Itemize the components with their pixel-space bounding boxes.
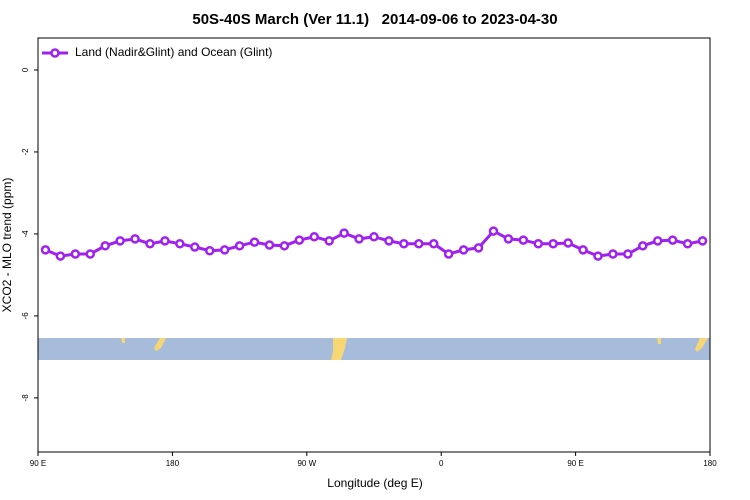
y-axis-label: XCO2 - MLO trend (ppm) (0, 178, 14, 313)
data-point (369, 232, 379, 242)
data-point (294, 235, 305, 245)
data-point (473, 243, 484, 253)
data-point (70, 249, 81, 259)
data-point (443, 249, 454, 259)
land-ocean-strip (38, 338, 710, 360)
y-tick-label: -8 (21, 394, 30, 402)
data-point (608, 249, 618, 259)
ocean-band (38, 338, 710, 360)
data-point (264, 240, 275, 250)
data-point (399, 239, 409, 249)
legend-marker (50, 48, 60, 58)
data-point (309, 232, 320, 242)
data-point (145, 239, 155, 249)
data-point (219, 245, 230, 255)
data-point (115, 236, 125, 246)
data-point (563, 238, 573, 248)
y-tick-label: 0 (21, 67, 30, 72)
data-point (682, 239, 693, 249)
x-tick-label: 0 (439, 459, 444, 468)
data-point (488, 226, 499, 236)
x-tick-label: 180 (166, 459, 180, 468)
data-point (190, 242, 200, 252)
data-point (339, 228, 349, 238)
data-point (518, 235, 529, 245)
data-point (623, 249, 633, 259)
data-point (667, 235, 678, 245)
data-point (354, 234, 364, 244)
data-point (204, 245, 215, 256)
data-point (638, 241, 648, 251)
data-point (100, 241, 110, 251)
data-point (40, 245, 51, 255)
data-point (458, 245, 469, 255)
x-axis-label: Longitude (deg E) (327, 476, 422, 490)
land-patch (695, 338, 708, 352)
data-point (548, 239, 558, 249)
data-point (249, 237, 260, 247)
y-tick-label: -6 (21, 312, 30, 320)
land-patch (331, 338, 347, 360)
y-tick-label: -2 (21, 148, 30, 156)
x-tick-label: 90 W (297, 459, 316, 468)
data-point (593, 251, 603, 261)
y-tick-label: -4 (21, 230, 30, 238)
data-point (55, 251, 66, 261)
plot-frame (37, 37, 711, 453)
data-point (85, 249, 96, 259)
x-tick-label: 180 (703, 459, 717, 468)
data-point (324, 236, 334, 246)
x-tick-label: 90 E (567, 459, 583, 468)
data-point (503, 234, 514, 244)
x-tick-label: 90 E (30, 459, 46, 468)
data-point (533, 239, 544, 249)
data-point (160, 236, 170, 246)
data-point (234, 241, 245, 251)
land-patch (121, 338, 125, 343)
data-point (697, 236, 708, 246)
legend-label: Land (Nadir&Glint) and Ocean (Glint) (75, 45, 272, 59)
data-point (130, 234, 140, 244)
chart-title: 50S-40S March (Ver 11.1) 2014-09-06 to 2… (192, 11, 557, 28)
land-patch (154, 338, 166, 351)
data-point (175, 239, 185, 249)
data-point (652, 236, 663, 246)
data-point (414, 239, 424, 249)
data-point (428, 239, 439, 249)
data-point (279, 241, 290, 251)
data-point (578, 245, 588, 255)
land-patch (657, 338, 661, 344)
data-point (384, 236, 394, 246)
